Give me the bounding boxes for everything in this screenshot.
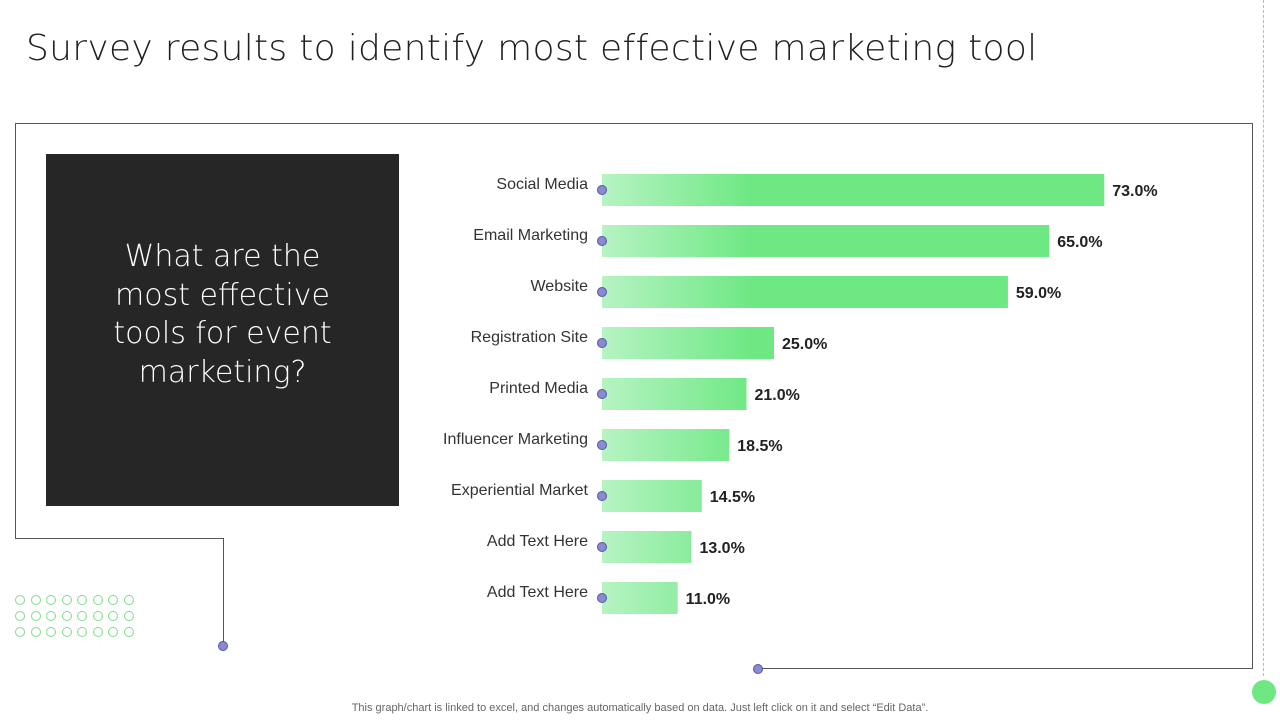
- value-label: 65.0%: [1057, 234, 1102, 251]
- decorative-dot-grid: [15, 595, 134, 637]
- category-label: Experiential Market: [451, 482, 589, 499]
- decorative-dashed-line: [1263, 0, 1264, 676]
- bar[interactable]: [602, 174, 1105, 206]
- bar[interactable]: [602, 582, 678, 614]
- bar-marker-dot: [597, 287, 607, 297]
- category-label: Registration Site: [471, 329, 588, 346]
- bar-marker-dot: [597, 185, 607, 195]
- category-label: Email Marketing: [473, 227, 588, 244]
- bar[interactable]: [602, 327, 774, 359]
- bar-marker-dot: [597, 389, 607, 399]
- value-label: 25.0%: [782, 336, 827, 353]
- bar[interactable]: [602, 378, 747, 410]
- category-label: Add Text Here: [487, 533, 588, 550]
- bar[interactable]: [602, 429, 730, 461]
- bar-marker-dot: [597, 542, 607, 552]
- category-label: Website: [530, 278, 588, 295]
- bar[interactable]: [602, 531, 692, 563]
- question-text: What are the most effective tools for ev…: [113, 239, 332, 390]
- category-label: Printed Media: [489, 380, 588, 397]
- value-label: 59.0%: [1016, 285, 1061, 302]
- category-label: Add Text Here: [487, 584, 588, 601]
- question-panel: What are the most effective tools for ev…: [46, 154, 399, 506]
- connector-dot: [753, 664, 763, 674]
- value-label: 13.0%: [699, 540, 744, 557]
- page-title: Survey results to identify most effectiv…: [26, 28, 1038, 69]
- connector-line: [15, 538, 224, 539]
- value-label: 11.0%: [686, 591, 730, 608]
- bar[interactable]: [602, 276, 1008, 308]
- decorative-corner-dot: [1252, 680, 1276, 704]
- value-label: 21.0%: [754, 387, 799, 404]
- bar-marker-dot: [597, 440, 607, 450]
- bar[interactable]: [602, 225, 1050, 257]
- bar-marker-dot: [597, 491, 607, 501]
- value-label: 14.5%: [710, 489, 755, 506]
- bar-marker-dot: [597, 593, 607, 603]
- bar-marker-dot: [597, 338, 607, 348]
- value-label: 18.5%: [737, 438, 782, 455]
- connector-line-vertical: [223, 538, 224, 644]
- footer-note: This graph/chart is linked to excel, and…: [351, 702, 929, 714]
- category-label: Influencer Marketing: [443, 431, 588, 448]
- value-label: 73.0%: [1112, 183, 1157, 200]
- bar[interactable]: [602, 480, 702, 512]
- connector-dot: [218, 641, 228, 651]
- category-label: Social Media: [496, 176, 588, 193]
- bar-marker-dot: [597, 236, 607, 246]
